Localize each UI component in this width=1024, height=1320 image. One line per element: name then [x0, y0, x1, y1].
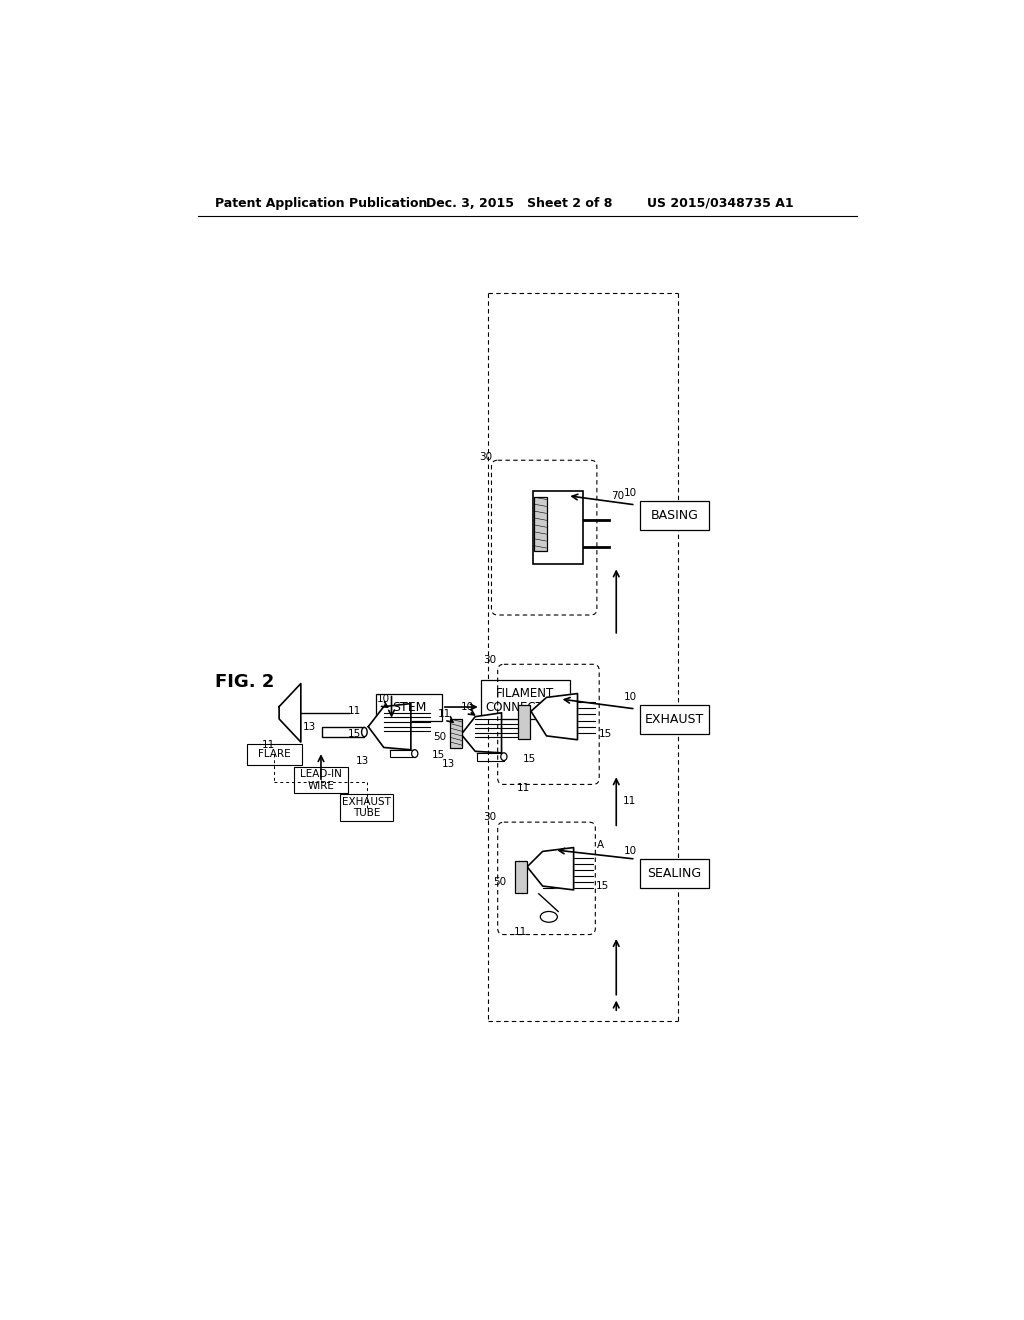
Bar [322, 727, 365, 737]
Text: FIG. 2: FIG. 2 [215, 673, 274, 690]
Text: 10: 10 [624, 488, 637, 499]
Bar [535, 498, 547, 552]
Bar [640, 705, 710, 734]
Text: Patent Application Publication: Patent Application Publication [215, 197, 427, 210]
Text: EXHAUST: EXHAUST [645, 713, 705, 726]
Bar [294, 767, 348, 793]
Bar [640, 502, 710, 531]
Ellipse shape [501, 752, 507, 760]
Text: 30: 30 [483, 812, 497, 822]
Text: 15: 15 [598, 730, 611, 739]
Text: CONNECTION: CONNECTION [485, 701, 565, 714]
Ellipse shape [361, 727, 368, 737]
Text: 11: 11 [623, 796, 636, 807]
Text: LEAD-IN
WIRE: LEAD-IN WIRE [300, 770, 342, 791]
Text: Dec. 3, 2015   Sheet 2 of 8: Dec. 3, 2015 Sheet 2 of 8 [426, 197, 612, 210]
Text: A: A [597, 841, 604, 850]
Ellipse shape [412, 750, 418, 758]
Bar [515, 861, 527, 892]
Text: 30: 30 [483, 656, 497, 665]
Bar [532, 491, 583, 564]
Text: 11: 11 [348, 706, 360, 717]
Text: US 2015/0348735 A1: US 2015/0348735 A1 [647, 197, 794, 210]
Text: 10: 10 [461, 702, 474, 711]
Polygon shape [280, 684, 301, 742]
Ellipse shape [541, 911, 557, 923]
Text: 13: 13 [302, 722, 315, 731]
Text: 50: 50 [494, 878, 507, 887]
Text: EXHAUST
TUBE: EXHAUST TUBE [342, 797, 391, 818]
Bar [376, 693, 442, 721]
Bar [248, 743, 302, 766]
Text: FLARE: FLARE [258, 750, 291, 759]
Text: 15: 15 [595, 880, 608, 891]
Text: 11: 11 [262, 741, 274, 750]
Text: 70: 70 [611, 491, 625, 500]
Text: 10: 10 [377, 694, 390, 704]
Text: 15: 15 [523, 754, 537, 764]
Text: 10: 10 [624, 693, 637, 702]
Bar [477, 752, 504, 760]
Text: 13: 13 [442, 759, 456, 768]
Polygon shape [531, 693, 578, 739]
Bar [518, 705, 530, 739]
Polygon shape [369, 704, 411, 750]
Text: SEALING: SEALING [647, 867, 701, 880]
Bar [390, 750, 415, 758]
Text: BASING: BASING [650, 510, 698, 523]
Text: 50: 50 [433, 733, 446, 742]
Text: 11: 11 [514, 927, 527, 937]
Polygon shape [461, 713, 502, 752]
Text: 15: 15 [347, 730, 360, 739]
Text: 30: 30 [479, 453, 493, 462]
Text: FILAMENT: FILAMENT [496, 686, 554, 700]
Text: 11: 11 [437, 709, 451, 719]
Bar [451, 719, 462, 748]
Polygon shape [527, 847, 573, 890]
Text: 15: 15 [432, 750, 445, 760]
Text: 13: 13 [355, 755, 369, 766]
Bar [640, 859, 710, 888]
Text: STEM: STEM [392, 701, 426, 714]
Text: 11: 11 [517, 783, 529, 793]
Text: 10: 10 [624, 846, 637, 857]
Bar [480, 681, 569, 719]
Bar [340, 795, 393, 821]
